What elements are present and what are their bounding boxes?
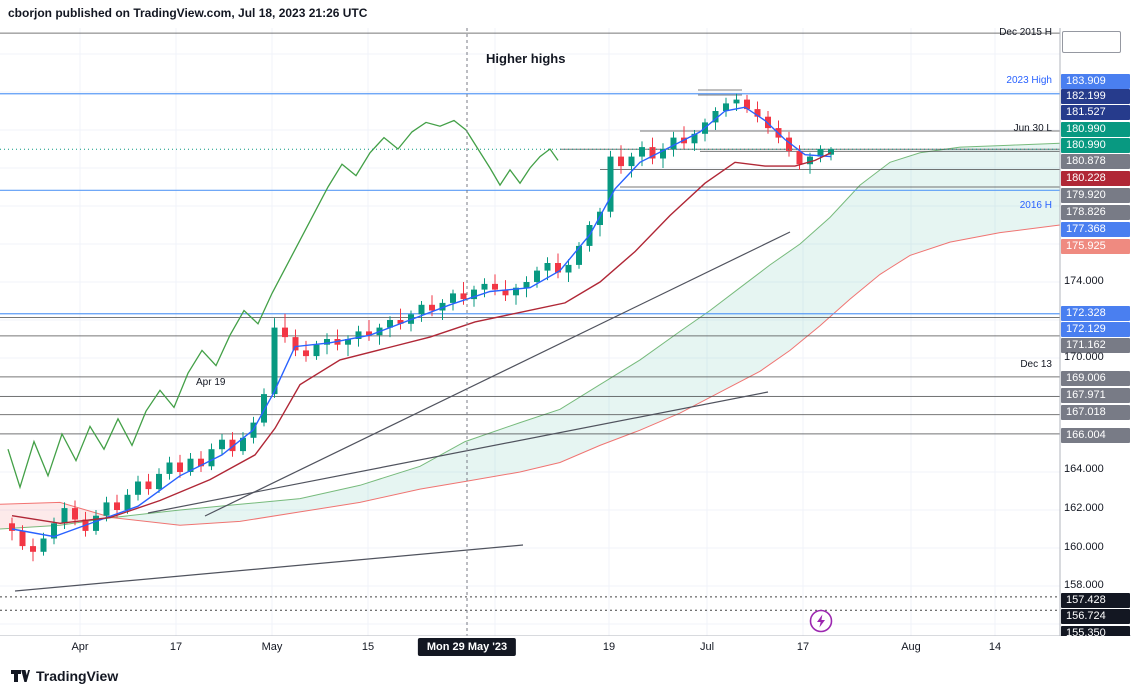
price-label-box: 181.527 [1061,105,1130,120]
time-axis-tick: 15 [361,641,375,653]
price-axis-tick: 170.000 [1064,351,1104,363]
price-label-box: 166.004 [1061,428,1130,443]
price-axis-tick: 160.000 [1064,541,1104,553]
lightning-icon[interactable] [808,608,834,634]
price-label-box: 167.018 [1061,405,1130,420]
tradingview-logo-icon [11,670,30,682]
price-label-box: 172.328 [1061,306,1130,321]
time-axis-tick: Jul [699,641,715,653]
price-label-box: 180.990 [1061,138,1130,153]
tradingview-logo-text: TradingView [36,668,119,684]
price-label-box: 157.428 [1061,593,1130,608]
price-axis-tick: 158.000 [1064,579,1104,591]
price-axis-tick: 174.000 [1064,275,1104,287]
time-axis-tick: May [261,641,283,653]
price-axis-tick: 164.000 [1064,463,1104,475]
price-label-box: 180.878 [1061,154,1130,169]
time-axis-tick: Apr [71,641,89,653]
publish-caption: cborjon published on TradingView.com, Ju… [8,6,368,20]
price-label-box: 167.971 [1061,388,1130,403]
price-label-box: 177.368 [1061,222,1130,237]
time-axis-tick: 14 [988,641,1002,653]
price-label-box: 171.162 [1061,338,1130,353]
price-label-box: 180.228 [1061,171,1130,186]
time-axis-tick: 17 [169,641,183,653]
annotation-dec-13: Dec 13 [1020,359,1052,370]
price-label-box: 182.199 [1061,89,1130,104]
annotation-2016-high: 2016 H [1019,200,1052,211]
price-label-box: 172.129 [1061,322,1130,337]
annotation-jun-30-low: Jun 30 L [1013,123,1052,134]
price-label-box: 178.826 [1061,205,1130,220]
price-label-box: 180.990 [1061,122,1130,137]
time-axis[interactable]: Apr 17 May 15 19 Jul 17 Aug 14 [0,636,1131,664]
time-axis-tick: 17 [796,641,810,653]
price-label-box: 183.909 [1061,74,1130,89]
time-axis-tick: 19 [602,641,616,653]
annotation-higher-highs: Higher highs [486,51,566,66]
price-scale[interactable]: 183.909 182.199 181.527 180.990 180.990 180.8… [1060,28,1131,641]
price-label-box: 169.006 [1061,371,1130,386]
price-label-box: 175.925 [1061,239,1130,254]
price-label-box: 156.724 [1061,609,1130,624]
crosshair-date-label: Mon 29 May '23 [417,638,517,656]
price-label-box: 179.920 [1061,188,1130,203]
blank-price-input[interactable] [1062,31,1121,53]
annotation-dec-2015-high: Dec 2015 H [999,27,1052,38]
price-axis-tick: 162.000 [1064,502,1104,514]
tradingview-logo[interactable]: TradingView [10,666,118,686]
time-axis-tick: Aug [901,641,921,653]
annotation-2023-high: 2023 High [1006,75,1052,86]
annotation-apr-19: Apr 19 [196,377,226,388]
